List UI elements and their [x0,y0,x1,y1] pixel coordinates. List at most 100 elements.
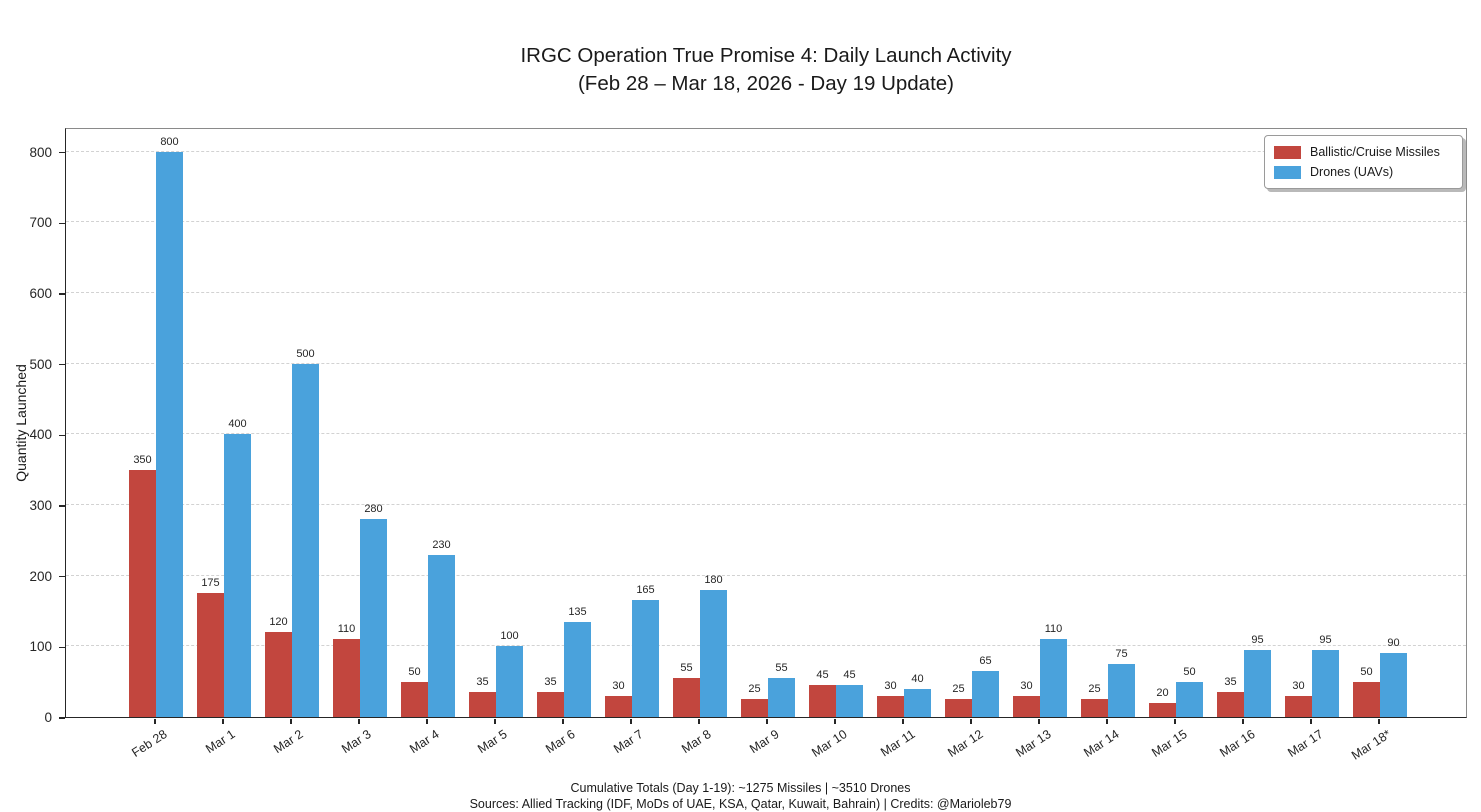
bar-missiles-mar-18 [1353,681,1380,717]
bar-value-missiles-mar-4: 50 [408,665,421,678]
x-tick-label-mar-15: Mar 15 [1149,727,1190,760]
legend-label-drones: Drones (UAVs) [1310,165,1394,179]
bar-drones-mar-1 [224,434,251,717]
bar-value-drones-mar-4: 230 [432,538,451,551]
bar-drones-mar-15 [1176,681,1203,717]
gridline-700 [66,221,1466,223]
bar-value-drones-mar-10: 45 [843,669,856,682]
y-tick-mark-100 [59,646,65,649]
bar-drones-mar-11 [904,688,931,717]
x-tick-label-mar-13: Mar 13 [1013,727,1054,760]
x-tick-mark-mar-8 [698,719,700,724]
bar-drones-mar-16 [1244,649,1271,717]
y-tick-label-300: 300 [29,498,52,514]
x-tick-label-mar-1: Mar 1 [203,727,238,757]
bar-missiles-mar-8 [673,678,700,717]
y-tick-mark-400 [59,434,65,437]
x-tick-mark-mar-13 [1038,719,1040,724]
bar-value-drones-mar-17: 95 [1319,633,1332,646]
footer-cumulative-totals: Cumulative Totals (Day 1-19): ~1275 Miss… [570,781,911,795]
legend: Ballistic/Cruise Missiles Drones (UAVs) [1264,135,1463,189]
bar-value-drones-mar-3: 280 [364,503,383,516]
bar-value-drones-mar-6: 135 [568,605,587,618]
bar-value-missiles-mar-5: 35 [476,676,489,689]
bar-value-missiles-mar-1: 175 [201,577,220,590]
x-tick-mark-mar-18 [1378,719,1380,724]
x-tick-label-feb-28: Feb 28 [129,727,170,760]
bar-missiles-mar-4 [401,681,428,717]
x-tick-label-mar-3: Mar 3 [339,727,374,757]
x-tick-label-mar-5: Mar 5 [475,727,510,757]
chart-title: IRGC Operation True Promise 4: Daily Lau… [65,42,1467,98]
gridline-200 [66,574,1466,576]
x-tick-mark-mar-12 [970,719,972,724]
bar-missiles-mar-14 [1081,699,1108,717]
gridline-800 [66,150,1466,152]
bar-drones-mar-4 [428,554,455,717]
bar-value-drones-mar-2: 500 [296,347,315,360]
bar-value-drones-mar-5: 100 [500,630,519,643]
bar-missiles-mar-12 [945,699,972,717]
bar-drones-feb-28 [156,151,183,717]
x-tick-mark-mar-10 [834,719,836,724]
bar-value-drones-mar-18: 90 [1387,637,1400,650]
bar-drones-mar-7 [632,600,659,717]
x-tick-label-mar-18: Mar 18* [1349,727,1394,763]
bar-missiles-mar-17 [1285,695,1312,717]
x-tick-label-mar-11: Mar 11 [878,727,918,760]
y-tick-mark-800 [59,152,65,154]
x-tick-mark-mar-2 [290,719,292,724]
legend-swatch-drones [1274,165,1301,179]
bar-value-drones-mar-1: 400 [228,418,247,431]
bar-missiles-mar-3 [333,639,360,717]
y-tick-label-700: 700 [29,215,52,231]
x-tick-mark-feb-28 [154,719,156,724]
chart-title-line1: IRGC Operation True Promise 4: Daily Lau… [520,44,1012,67]
bar-missiles-mar-6 [537,692,564,717]
bar-value-drones-mar-13: 110 [1044,623,1063,636]
bar-drones-mar-5 [496,646,523,717]
bar-missiles-mar-5 [469,692,496,717]
plot-area: 350 800 175 400 120 500 110 280 50 230 35 100 35 135 3… [65,128,1467,718]
bar-value-drones-mar-11: 40 [911,672,924,685]
bar-value-missiles-mar-11: 30 [884,679,897,692]
x-tick-mark-mar-1 [222,719,224,724]
bar-value-drones-mar-14: 75 [1115,648,1128,661]
bar-missiles-mar-10 [809,685,836,717]
y-tick-label-0: 0 [44,710,52,725]
bar-drones-mar-6 [564,621,591,717]
x-tick-label-mar-2: Mar 2 [271,727,306,757]
bar-drones-mar-14 [1108,664,1135,717]
bar-value-drones-mar-12: 65 [979,655,992,668]
gridline-300 [66,504,1466,506]
x-tick-label-mar-17: Mar 17 [1285,727,1326,760]
bar-drones-mar-8 [700,589,727,717]
bar-value-missiles-mar-14: 25 [1088,683,1101,696]
x-tick-label-mar-14: Mar 14 [1081,727,1122,760]
bar-drones-mar-17 [1312,649,1339,717]
legend-item-drones: Drones (UAVs) [1274,162,1453,182]
y-tick-label-400: 400 [29,427,52,443]
bar-missiles-mar-9 [741,699,768,717]
bar-drones-mar-18 [1380,653,1407,717]
bar-missiles-mar-15 [1149,702,1176,717]
bar-value-drones-mar-15: 50 [1183,665,1196,678]
bar-value-missiles-feb-28: 350 [133,453,152,466]
x-tick-mark-mar-11 [902,719,904,724]
x-tick-mark-mar-4 [426,719,428,724]
x-tick-mark-mar-9 [766,719,768,724]
bar-missiles-mar-1 [197,593,224,717]
legend-swatch-missiles [1274,145,1301,159]
bar-missiles-mar-2 [265,632,292,717]
x-tick-mark-mar-15 [1174,719,1176,724]
footer-sources-credits: Sources: Allied Tracking (IDF, MoDs of U… [469,797,1012,811]
x-tick-label-mar-4: Mar 4 [407,727,442,757]
x-tick-label-mar-6: Mar 6 [543,727,578,757]
x-tick-label-mar-10: Mar 10 [809,727,850,760]
bar-value-drones-mar-7: 165 [636,584,655,597]
bar-value-missiles-mar-7: 30 [612,679,625,692]
bar-value-missiles-mar-6: 35 [544,676,557,689]
bar-missiles-mar-7 [605,695,632,717]
chart-title-line2: (Feb 28 – Mar 18, 2026 - Day 19 Update) [577,72,955,95]
